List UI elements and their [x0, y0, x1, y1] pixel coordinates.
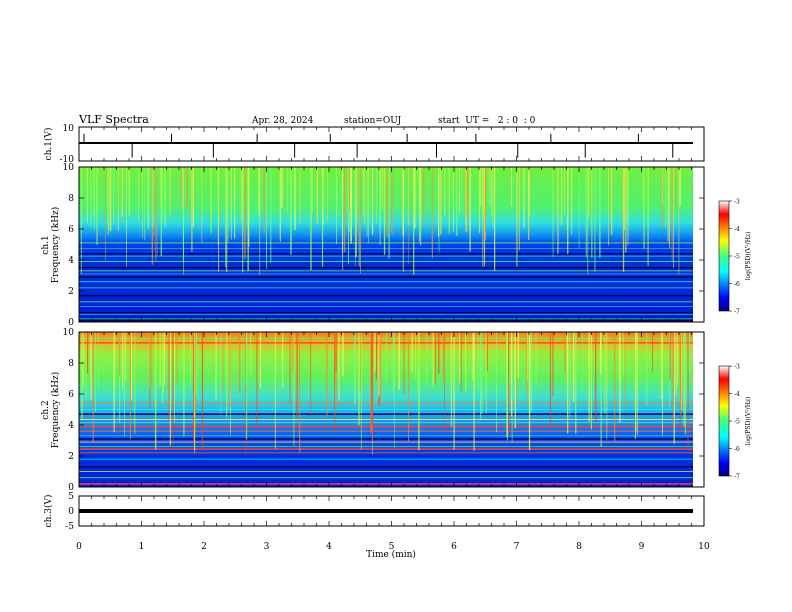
ch1-waveform-spikes [83, 133, 674, 158]
ch1-waveform-ticks [78, 127, 705, 161]
ch3-ytick-middle: 0 [68, 507, 74, 517]
y-tick-label: 6 [68, 390, 74, 400]
x-tick-label: 1 [139, 542, 145, 552]
ch2-spectrogram-ylabel-frequency: Frequency (kHz) [50, 372, 61, 449]
x-tick-label: 0 [76, 542, 82, 552]
ch2-colorbar-scale [718, 365, 730, 477]
ch2-spectrogram-ticks [78, 332, 705, 487]
ch1-spectrogram-ylabel-channel: ch.1 [41, 235, 51, 254]
y-tick-label: 8 [68, 359, 74, 369]
y-tick-label: 4 [68, 421, 74, 431]
ch3-ytick-top: 5 [68, 492, 74, 502]
x-tick-label: 3 [264, 542, 270, 552]
ch2-spectrogram-bands [79, 337, 693, 485]
ch1-colorbar-scale [718, 200, 730, 312]
colorbar-tick-label: -4 [734, 226, 740, 233]
colorbar-tick-label: -5 [734, 254, 740, 261]
ch2-spectrogram-streaks [81, 332, 690, 455]
ch1-spectrogram-panel: 0 2 4 6 8 10 ch.1 Frequency (kHz) [41, 163, 705, 328]
ch1-ytick-bottom: -10 [60, 155, 75, 165]
y-tick-label: 4 [68, 256, 74, 266]
ch1-ytick-top: 10 [63, 124, 75, 134]
ch1-spectrogram-image [79, 167, 693, 322]
colorbar-tick-label: -5 [734, 419, 740, 426]
y-tick-label: 10 [63, 328, 75, 338]
ch1-spectrogram-bands [79, 242, 693, 322]
ch1-waveform-panel: 10 -10 ch.1(V) [43, 124, 705, 165]
colorbar-tick-label: -7 [734, 474, 740, 481]
x-tick-label: 2 [201, 542, 207, 552]
y-tick-label: 8 [68, 194, 74, 204]
ch1-waveform-ylabel: ch.1(V) [43, 128, 54, 161]
ch1-spectrogram-ylabel-frequency: Frequency (kHz) [50, 207, 61, 284]
ch3-waveform-ticks [78, 496, 705, 526]
ch1-colorbar-ticks: -3 -4 -5 -6 -7 [729, 199, 740, 316]
x-tick-label: 8 [576, 542, 582, 552]
ch1-spectrogram-ytick-labels: 0 2 4 6 8 10 [63, 163, 704, 328]
x-tick-label: 6 [451, 542, 457, 552]
ch1-colorbar: -3 -4 -5 -6 -7 log(PSD)(V²/Hz) [718, 199, 752, 316]
ch1-spectrogram-streaks [78, 167, 681, 276]
ch3-waveform-ylabel: ch.3(V) [43, 495, 54, 528]
y-tick-label: 6 [68, 225, 74, 235]
ch1-spectrogram-ticks [78, 167, 705, 322]
start-time-label: start UT = 2 : 0 : 0 [438, 116, 536, 126]
x-axis-label: Time (min) [366, 549, 416, 560]
x-axis-tick-labels: 0 1 2 3 4 5 6 7 8 9 10 [76, 542, 710, 552]
y-tick-label: 0 [68, 483, 74, 493]
ch2-spectrogram-ytick-labels: 0 2 4 6 8 10 [63, 328, 704, 493]
x-tick-label: 9 [639, 542, 645, 552]
date-label: Apr. 28, 2024 [251, 116, 314, 126]
colorbar-tick-label: -3 [734, 199, 740, 206]
ch3-ytick-bottom: -5 [65, 522, 74, 532]
x-tick-label: 10 [698, 542, 710, 552]
ch2-colorbar: -3 -4 -5 -6 -7 log(PSD)(V²/Hz) [718, 364, 752, 481]
y-tick-label: 2 [68, 452, 74, 462]
colorbar-tick-label: -4 [734, 391, 740, 398]
colorbar-tick-label: -6 [734, 446, 740, 453]
y-tick-label: 10 [63, 163, 75, 173]
ch1-colorbar-label: log(PSD)(V²/Hz) [745, 232, 752, 281]
figure-title: VLF Spectra [78, 113, 149, 126]
x-tick-label: 5 [389, 542, 395, 552]
colorbar-tick-label: -6 [734, 281, 740, 288]
ch2-colorbar-ticks: -3 -4 -5 -6 -7 [729, 364, 740, 481]
colorbar-tick-label: -3 [734, 364, 740, 371]
ch2-colorbar-label: log(PSD)(V²/Hz) [745, 397, 752, 446]
x-tick-label: 4 [326, 542, 332, 552]
station-label: station=OUJ [344, 116, 402, 126]
ch2-spectrogram-ylabel-channel: ch.2 [41, 400, 51, 419]
colorbar-tick-label: -7 [734, 309, 740, 316]
y-tick-label: 2 [68, 287, 74, 297]
y-tick-label: 0 [68, 318, 74, 328]
x-tick-label: 7 [514, 542, 520, 552]
ch3-waveform-panel: 5 0 -5 ch.3(V) [43, 492, 705, 532]
ch2-spectrogram-panel: 0 2 4 6 8 10 ch.2 Frequency (kHz) [41, 328, 705, 493]
